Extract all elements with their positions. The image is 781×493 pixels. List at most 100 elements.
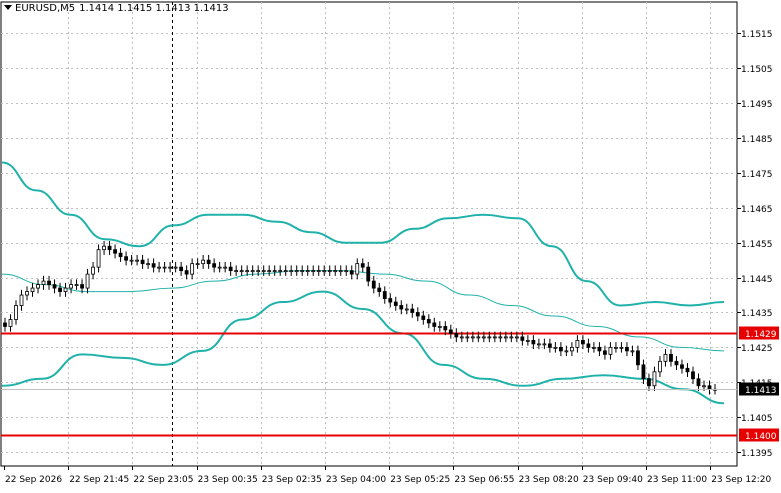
candle-body [388, 298, 393, 303]
candle-body [564, 350, 569, 353]
candle-body [674, 360, 679, 366]
candle-body [300, 270, 305, 273]
candle-body [157, 266, 162, 269]
candle-body [69, 284, 73, 289]
candle-body [212, 263, 217, 268]
candle-body [404, 308, 409, 311]
x-tick-label: 23 Sep 09:40 [583, 475, 643, 485]
candle-body [272, 270, 277, 273]
candle-body [124, 256, 128, 261]
candle-body [691, 371, 695, 380]
candle-body [696, 378, 701, 387]
candle-body [592, 346, 596, 349]
candle-body [19, 294, 24, 306]
candle-body [658, 360, 662, 373]
candle-body [459, 336, 464, 339]
candle-body [8, 319, 13, 327]
candle-body [234, 270, 239, 273]
candle-body [41, 280, 46, 285]
candle-body [663, 353, 668, 362]
candle-body [636, 350, 640, 366]
candle-body [569, 346, 574, 352]
dropdown-triangle-icon[interactable] [4, 5, 12, 10]
candle-body [162, 266, 167, 269]
candle-body [536, 343, 541, 346]
candle-body [558, 346, 563, 352]
candle-body [47, 280, 51, 285]
candle-body [228, 266, 233, 272]
candle-body [553, 346, 558, 349]
candle-body [542, 343, 547, 346]
candle-body [531, 340, 536, 345]
y-tick-label: 1.1455 [741, 240, 773, 250]
ohlc-readout: 1.1414 1.1415 1.1413 1.1413 [79, 3, 229, 14]
candle-body [360, 263, 365, 268]
x-tick-label: 23 Sep 12:20 [711, 475, 771, 485]
y-tick-label: 1.1505 [741, 65, 773, 75]
candle-body [393, 301, 398, 306]
y-tick-label: 1.1515 [741, 30, 773, 40]
candle-body [3, 322, 7, 327]
candle-body [74, 284, 79, 286]
candle-body [702, 385, 706, 388]
x-tick-label: 23 Sep 04:00 [326, 475, 386, 485]
current-price-tag [739, 382, 779, 396]
candle-body [85, 273, 90, 289]
price-level-tag [739, 326, 779, 340]
candle-body [503, 336, 508, 339]
candle-body [327, 270, 332, 273]
candle-body [432, 322, 437, 327]
candle-body [25, 291, 29, 296]
candle-body [669, 353, 673, 362]
x-tick-label: 22 Sep 2026 [5, 475, 62, 485]
candle-body [316, 270, 321, 273]
x-tick-label: 23 Sep 06:55 [454, 475, 514, 485]
x-tick-label: 22 Sep 23:05 [133, 475, 193, 485]
candle-body [14, 305, 18, 320]
candle-body [498, 336, 503, 339]
candle-body [619, 346, 624, 349]
candle-body [146, 263, 151, 266]
candle-body [107, 245, 112, 251]
y-tick-label: 1.1495 [741, 100, 773, 110]
candle-body [399, 305, 404, 310]
candle-body [294, 270, 299, 273]
candle-body [190, 263, 195, 275]
candle-body [322, 270, 327, 273]
candle-body [625, 346, 629, 352]
candle-body [641, 364, 646, 380]
candle-body [581, 340, 585, 345]
candle-body [344, 270, 349, 273]
candle-body [520, 336, 525, 341]
candle-body [614, 346, 618, 349]
bollinger-middle-band [1, 270, 725, 352]
candle-body [487, 336, 492, 339]
candle-body [223, 266, 228, 269]
candle-body [647, 378, 651, 387]
candle-body [454, 333, 459, 338]
candle-body [525, 340, 530, 342]
candle-body [102, 245, 106, 251]
candle-body [470, 336, 475, 339]
candle-body [415, 312, 420, 317]
candle-body [608, 346, 613, 355]
candle-body [492, 336, 497, 339]
candle-body [201, 259, 206, 265]
candle-body [575, 340, 580, 348]
candle-body [278, 270, 283, 273]
candle-body [448, 329, 453, 334]
candle-body [680, 364, 684, 369]
x-tick-label: 23 Sep 00:35 [198, 475, 258, 485]
current-price-label: 1.1413 [745, 386, 777, 396]
candle-body [96, 249, 101, 268]
x-tick-label: 23 Sep 08:20 [519, 475, 579, 485]
candle-body [217, 266, 222, 269]
candle-body [707, 385, 712, 390]
candle-body [349, 270, 354, 275]
x-tick-label: 23 Sep 05:25 [390, 475, 450, 485]
y-tick-label: 1.1435 [741, 309, 773, 319]
symbol-label: EURUSD,M5 [15, 3, 76, 14]
y-tick-label: 1.1445 [741, 275, 773, 285]
